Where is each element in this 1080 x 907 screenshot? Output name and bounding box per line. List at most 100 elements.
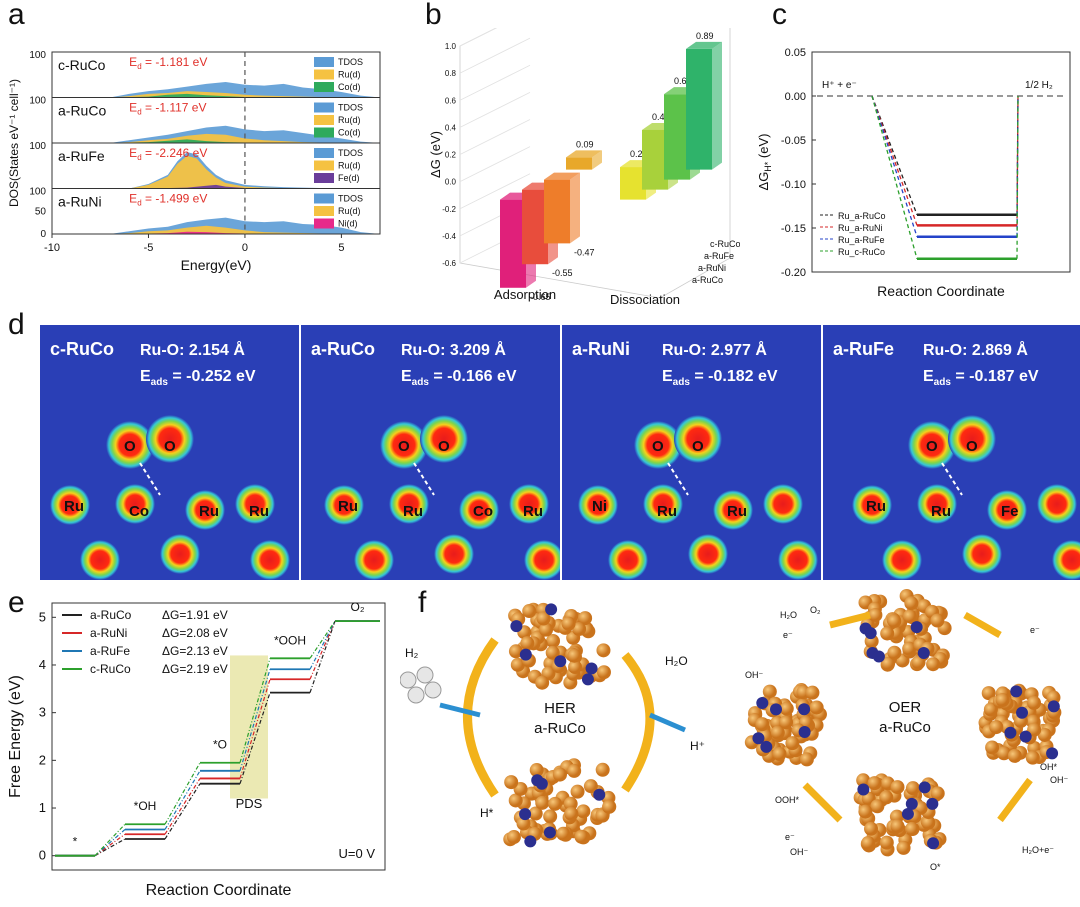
co-atom [1004, 726, 1017, 739]
co-atom [798, 703, 811, 716]
bond-length: Ru-O: 2.154 Å [140, 340, 245, 359]
ru-atom [880, 626, 895, 641]
dos-minor-area [109, 139, 284, 143]
legend-deltag: ΔG=2.13 eV [162, 644, 228, 658]
ru-atom [528, 806, 543, 821]
ru-atom [779, 715, 794, 730]
ru-atom [516, 816, 531, 831]
step-connector [239, 679, 271, 779]
co-atom [926, 797, 939, 810]
ru-o-bond [941, 462, 963, 496]
bar-front [500, 199, 526, 288]
dos-ru-area [109, 225, 342, 234]
atom-label: Ru [523, 503, 543, 520]
ru-atom [770, 725, 785, 740]
x-tick-label: 5 [338, 242, 344, 254]
co-atom [510, 620, 523, 633]
bar-front [522, 189, 548, 265]
ru-atom [856, 773, 871, 788]
charge-blob [908, 421, 956, 469]
ed-label: Ed = -1.117 eV [129, 101, 206, 117]
ru-atom [570, 784, 585, 799]
ru-atom [546, 633, 561, 648]
bar-top [544, 172, 580, 180]
ru-atom [567, 648, 582, 663]
dos-minor-area [109, 93, 284, 98]
her-cluster-top [508, 602, 611, 690]
co-atom [927, 837, 940, 850]
bar-value-label: 0.24 [630, 149, 648, 159]
legend-swatch [314, 148, 334, 158]
legend-series-name: c-RuCo [90, 662, 131, 676]
legend-swatch [314, 206, 334, 216]
ru-atom [508, 793, 523, 808]
oer-species-label: OH⁻ [1050, 775, 1069, 785]
co-atom [585, 662, 598, 675]
dos-subpanel-frame [51, 188, 381, 235]
legend-label: Ru_a-RuNi [838, 223, 883, 233]
ru-atom [568, 660, 583, 675]
ru-atom [996, 746, 1011, 761]
y-tick-label: 0 [40, 229, 46, 240]
charge-blob [250, 540, 290, 580]
ru-atom [504, 775, 519, 790]
y-tick-label: 4 [39, 657, 46, 672]
series-axis-label: a-RuNi [698, 263, 726, 273]
ed-label: Ed = -1.499 eV [129, 192, 207, 208]
charge-blob [235, 484, 275, 524]
legend-swatch [314, 69, 334, 80]
y-tick-label: 5 [39, 609, 46, 624]
bar-front [544, 179, 570, 244]
ru-atom [890, 819, 905, 834]
legend-label: Ru(d) [338, 70, 361, 80]
y-axis-title: DOS(States eV⁻¹ cell⁻¹) [7, 79, 21, 207]
category-label: Adsorption [494, 287, 556, 302]
start-label: H⁺ + e⁻ [822, 80, 857, 91]
grid-line [459, 37, 531, 74]
y-tick-label: 0.05 [785, 47, 806, 59]
oer-arrow [963, 611, 1002, 639]
legend-deltag: ΔG=2.08 eV [162, 626, 228, 640]
ru-atom [522, 604, 537, 619]
atom-label: Ru [64, 498, 84, 515]
legend-swatch [314, 102, 334, 113]
step-connector [239, 692, 271, 784]
y-tick-label: 100 [29, 96, 46, 107]
bond-length: Ru-O: 2.869 Å [923, 340, 1028, 359]
oer-cluster-left [744, 683, 827, 767]
oer-title: OER [889, 699, 922, 716]
panel-letter-f: f [418, 586, 427, 619]
y-axis-title: ΔGH* (eV) [756, 134, 773, 191]
legend-series-name: a-RuNi [90, 626, 127, 640]
atom-label: O [692, 438, 704, 455]
y-tick-label: -0.15 [781, 223, 806, 235]
charge-blob [1037, 484, 1077, 524]
ru-atom [902, 609, 917, 624]
atom-label: O [926, 438, 938, 455]
bar-value-label: 0.44 [652, 112, 670, 122]
co-atom [1010, 685, 1023, 698]
step-connector [94, 838, 126, 857]
ru-atom [535, 795, 550, 810]
atom-label: Co [129, 503, 149, 520]
charge-blob [185, 490, 225, 530]
series-dash-down [871, 95, 918, 259]
co-atom [857, 783, 870, 796]
ru-atom [867, 776, 882, 791]
y-axis-title: ΔG (eV) [430, 131, 443, 178]
co-atom [872, 650, 885, 663]
atom-label: Fe [1001, 503, 1019, 520]
oer-species-label: e⁻ [1030, 625, 1040, 635]
adsorption-energy: Eads = -0.182 eV [662, 368, 778, 388]
legend-label: Ru_c-RuCo [838, 247, 885, 257]
ed-label: Ed = -1.181 eV [129, 55, 207, 71]
y-tick-label: 0.4 [445, 123, 457, 132]
step-label: *O [213, 738, 227, 752]
ru-atom [1027, 722, 1042, 737]
x-axis-title: Reaction Coordinate [146, 882, 292, 899]
charge-blob [578, 485, 618, 525]
co-atom [756, 697, 769, 710]
legend-series-name: a-RuCo [90, 608, 132, 622]
ru-atom [985, 740, 1000, 755]
adsorption-energy: Eads = -0.252 eV [140, 368, 256, 388]
